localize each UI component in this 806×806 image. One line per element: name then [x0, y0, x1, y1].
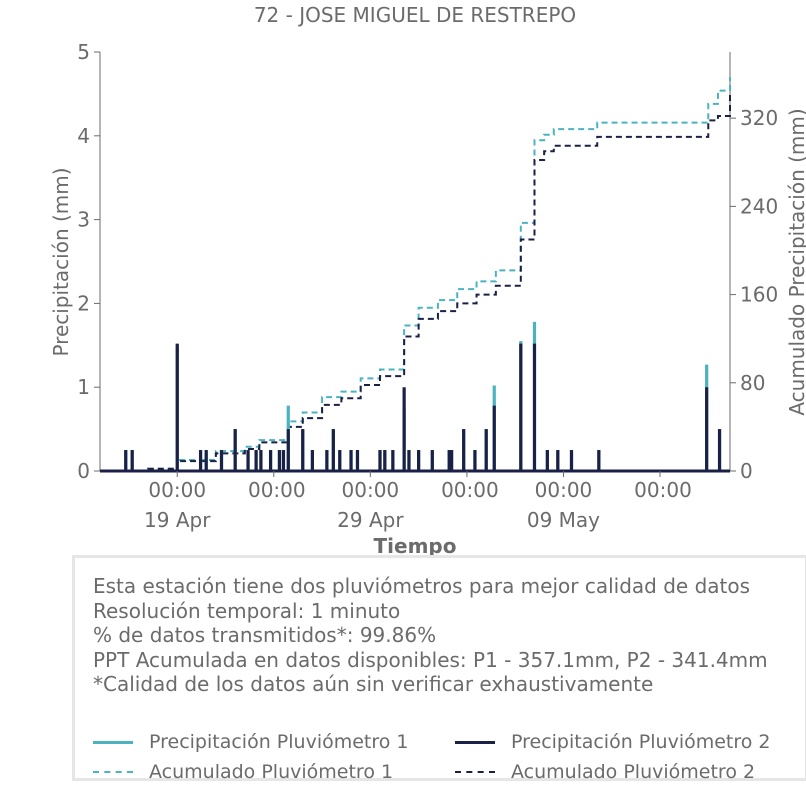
p2-spikes-layer: [100, 343, 730, 473]
legend-label-acc2: Acumulado Pluviómetro 2: [511, 761, 756, 783]
precipitation-chart: 72 - JOSE MIGUEL DE RESTREPO 0 1 2 3 4 5 0 80 16…: [49, 3, 806, 558]
legend-swatch-acc2: [455, 771, 495, 773]
x-tick-day-label: 09 May: [527, 508, 600, 532]
accumulated-series-layer: [100, 77, 731, 472]
ticks-layer: 0 1 2 3 4 5 0 80 160 240 320 00:00 19 Apr 00:00 00:00 2…: [77, 40, 778, 532]
x-tick-time-label: 00:00: [535, 478, 593, 502]
x-tick-time-label: 00:00: [441, 478, 499, 502]
x-tick-day-label: 19 Apr: [144, 508, 211, 532]
legend-item-p1: Precipitación Pluviómetro 1: [93, 730, 409, 754]
x-tick-time-label: 00:00: [634, 478, 692, 502]
legend-item-p2: Precipitación Pluviómetro 2: [455, 730, 771, 754]
legend-swatch-p1: [93, 740, 133, 744]
y-tick-label: 0: [77, 459, 90, 483]
info-box: Esta estación tiene dos pluviómetros par…: [72, 555, 806, 784]
y-tick-label: 3: [77, 208, 90, 232]
y2-tick-label: 240: [740, 194, 778, 218]
x-tick-time-label: 00:00: [342, 478, 400, 502]
info-text: Esta estación tiene dos pluviómetros par…: [93, 574, 768, 697]
y2-tick-label: 320: [740, 106, 778, 130]
legend-item-acc1: Acumulado Pluviómetro 1: [93, 760, 393, 784]
info-line-resolution: Resolución temporal: 1 minuto: [93, 598, 401, 623]
y2-tick-label: 0: [740, 459, 753, 483]
y-tick-label: 5: [77, 40, 90, 64]
y-axis-label: Precipitación (mm): [49, 167, 73, 356]
accumulated-p1-line: [100, 77, 731, 472]
y2-tick-label: 160: [740, 283, 778, 307]
y2-tick-label: 80: [740, 371, 765, 395]
axes-layer: [99, 52, 731, 472]
legend-swatch-acc1: [93, 771, 133, 773]
x-tick-day-label: 29 Apr: [337, 508, 404, 532]
y-tick-label: 2: [77, 291, 90, 315]
x-tick-time-label: 00:00: [248, 478, 306, 502]
p1-spikes-layer: [100, 321, 730, 473]
legend-label-acc1: Acumulado Pluviómetro 1: [149, 761, 394, 783]
y-tick-label: 1: [77, 375, 90, 399]
accumulated-p2-line: [100, 94, 731, 472]
info-line-quality-note: *Calidad de los datos aún sin verificar …: [93, 672, 654, 696]
chart-title: 72 - JOSE MIGUEL DE RESTREPO: [254, 3, 576, 27]
info-line-stations: Esta estación tiene dos pluviómetros par…: [93, 574, 751, 598]
x-axis-label: Tiempo: [374, 534, 457, 558]
y2-axis-label: Acumulado Precipitación (mm): [785, 108, 806, 415]
legend-label-p1: Precipitación Pluviómetro 1: [149, 731, 409, 753]
legend-label-p2: Precipitación Pluviómetro 2: [511, 731, 771, 753]
x-tick-time-label: 00:00: [148, 478, 206, 502]
info-line-accumulated: PPT Acumulada en datos disponibles: P1 -…: [93, 647, 768, 672]
y-tick-label: 4: [77, 124, 90, 148]
legend-item-acc2: Acumulado Pluviómetro 2: [455, 760, 755, 784]
legend-swatch-p2: [455, 740, 495, 744]
info-line-transmitted: % de datos transmitidos*: 99.86%: [93, 623, 437, 647]
